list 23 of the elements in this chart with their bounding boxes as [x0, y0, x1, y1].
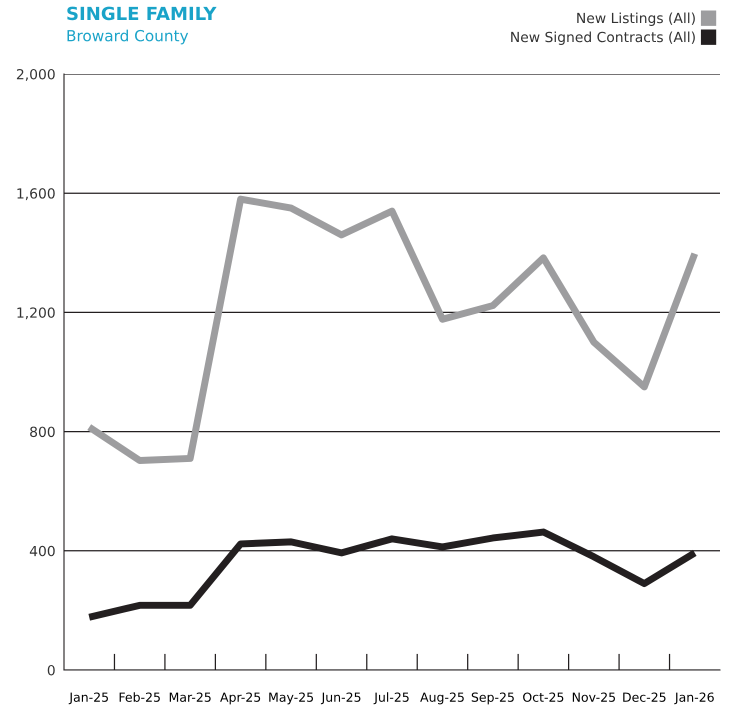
- x-tick-label: Oct-25: [523, 692, 564, 702]
- y-tick-label: 800: [30, 426, 55, 438]
- legend-label: New Signed Contracts (All): [511, 31, 695, 45]
- x-tick-label: Aug-25: [420, 692, 464, 704]
- y-tick-label: 400: [30, 546, 55, 556]
- x-tick-label: Dec-25: [623, 692, 666, 702]
- legend-label: New Listings (All): [577, 12, 695, 26]
- chart-title: SINGLE FAMILY: [67, 6, 217, 20]
- x-tick-label: Jan-26: [674, 692, 714, 704]
- x-tick-label: Mar-25: [170, 692, 211, 702]
- x-tick-label: Nov-25: [572, 692, 615, 702]
- x-tick-label: Jun-25: [320, 692, 360, 704]
- x-tick-label: Apr-25: [220, 692, 260, 704]
- x-tick-label: Jul-25: [374, 692, 409, 704]
- x-tick-label: Feb-25: [120, 692, 160, 702]
- chart-subtitle: Broward County: [68, 30, 188, 44]
- y-tick-label: 0: [48, 664, 55, 676]
- y-tick-label: 1,600: [17, 188, 55, 200]
- x-tick-label: May-25: [269, 692, 314, 704]
- x-tick-label: Jan-25: [68, 692, 108, 704]
- x-tick-label: Sep-25: [472, 692, 514, 704]
- y-tick-label: 2,000: [16, 68, 55, 81]
- y-tick-label: 1,200: [17, 307, 55, 320]
